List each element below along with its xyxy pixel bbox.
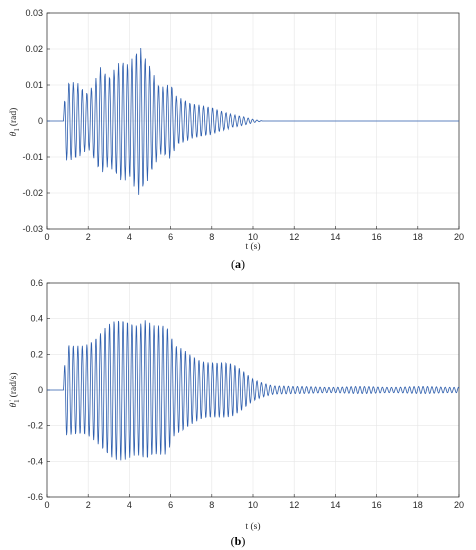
x-tick-label-b: 14 (330, 500, 340, 510)
y-tick-label-b: 0.6 (30, 278, 43, 288)
chart-panel-a: 0 2 4 6 8 10 12 14 16 18 20 0.03 0.02 0.01 0 -0.01 -0.0… (8, 8, 464, 271)
x-tick-label-a: 20 (454, 232, 464, 242)
panel-label-b-close: ) (241, 534, 245, 548)
panel-label-a-close: ) (241, 257, 245, 271)
x-axis-label-a: t (s) (245, 241, 260, 252)
y-axis-unit-a: (rad) (8, 108, 19, 126)
x-ticks-b: 0 2 4 6 8 10 12 14 16 18 20 (44, 494, 464, 510)
panel-label-b-letter: b (235, 534, 242, 548)
x-tick-label-b: 4 (127, 500, 132, 510)
y-tick-label-b: 0 (38, 385, 43, 395)
x-tick-label-a: 8 (209, 232, 214, 242)
y-axis-symbol-a: θ (9, 131, 19, 136)
x-tick-label-a: 0 (44, 232, 49, 242)
y-tick-label-a: -0.02 (22, 188, 43, 198)
y-tick-label-a: -0.03 (22, 224, 43, 234)
panel-label-a: (a) (231, 257, 245, 271)
y-axis-label-a: θ1 (rad) (8, 108, 21, 137)
y-axis-subscript-a: 1 (13, 128, 21, 132)
x-tick-label-b: 0 (44, 500, 49, 510)
x-tick-label-b: 20 (454, 500, 464, 510)
chart-panel-b: 0 2 4 6 8 10 12 14 16 18 20 0.6 0.4 0.2 0 -0.2 -0.4 -0.6… (8, 278, 464, 548)
x-tick-label-a: 6 (168, 232, 173, 242)
y-tick-label-a: 0.03 (25, 8, 43, 18)
x-tick-label-b: 6 (168, 500, 173, 510)
x-tick-label-a: 2 (86, 232, 91, 242)
y-tick-label-b: -0.2 (27, 421, 43, 431)
x-tick-label-a: 10 (248, 232, 258, 242)
y-ticks-b: 0.6 0.4 0.2 0 -0.2 -0.4 -0.6 (27, 278, 50, 502)
x-tick-label-a: 4 (127, 232, 132, 242)
y-axis-unit-b: (rad/s) (8, 373, 19, 398)
y-axis-subscript-b: 1 (13, 399, 21, 403)
x-ticks-a: 0 2 4 6 8 10 12 14 16 18 20 (44, 226, 464, 242)
panel-label-a-letter: a (235, 257, 241, 271)
x-tick-label-a: 14 (330, 232, 340, 242)
y-tick-label-a: 0.02 (25, 44, 43, 54)
x-tick-label-a: 16 (372, 232, 382, 242)
y-tick-label-a: -0.01 (22, 152, 43, 162)
y-tick-label-b: 0.2 (30, 349, 43, 359)
x-tick-label-b: 10 (248, 500, 258, 510)
y-axis-symbol-b: θ̇ (9, 400, 19, 408)
y-tick-label-a: 0.01 (25, 80, 43, 90)
series-line-b (47, 320, 460, 461)
panel-label-a-open: ( (231, 257, 235, 271)
x-tick-label-b: 16 (372, 500, 382, 510)
x-tick-label-b: 18 (413, 500, 423, 510)
y-tick-label-b: 0.4 (30, 314, 43, 324)
x-tick-label-a: 12 (289, 232, 299, 242)
panel-label-b: (b) (231, 534, 246, 548)
x-tick-label-b: 12 (289, 500, 299, 510)
panel-label-b-open: ( (231, 534, 235, 548)
y-tick-label-b: -0.4 (27, 456, 43, 466)
x-tick-label-b: 2 (86, 500, 91, 510)
x-tick-label-b: 8 (209, 500, 214, 510)
y-tick-label-b: -0.6 (27, 492, 43, 502)
x-tick-label-a: 18 (413, 232, 423, 242)
x-axis-label-b: t (s) (245, 521, 260, 532)
series-line-a (47, 47, 459, 195)
y-tick-label-a: 0 (38, 116, 43, 126)
y-axis-label-b: θ̇1(rad/s) (8, 373, 21, 408)
